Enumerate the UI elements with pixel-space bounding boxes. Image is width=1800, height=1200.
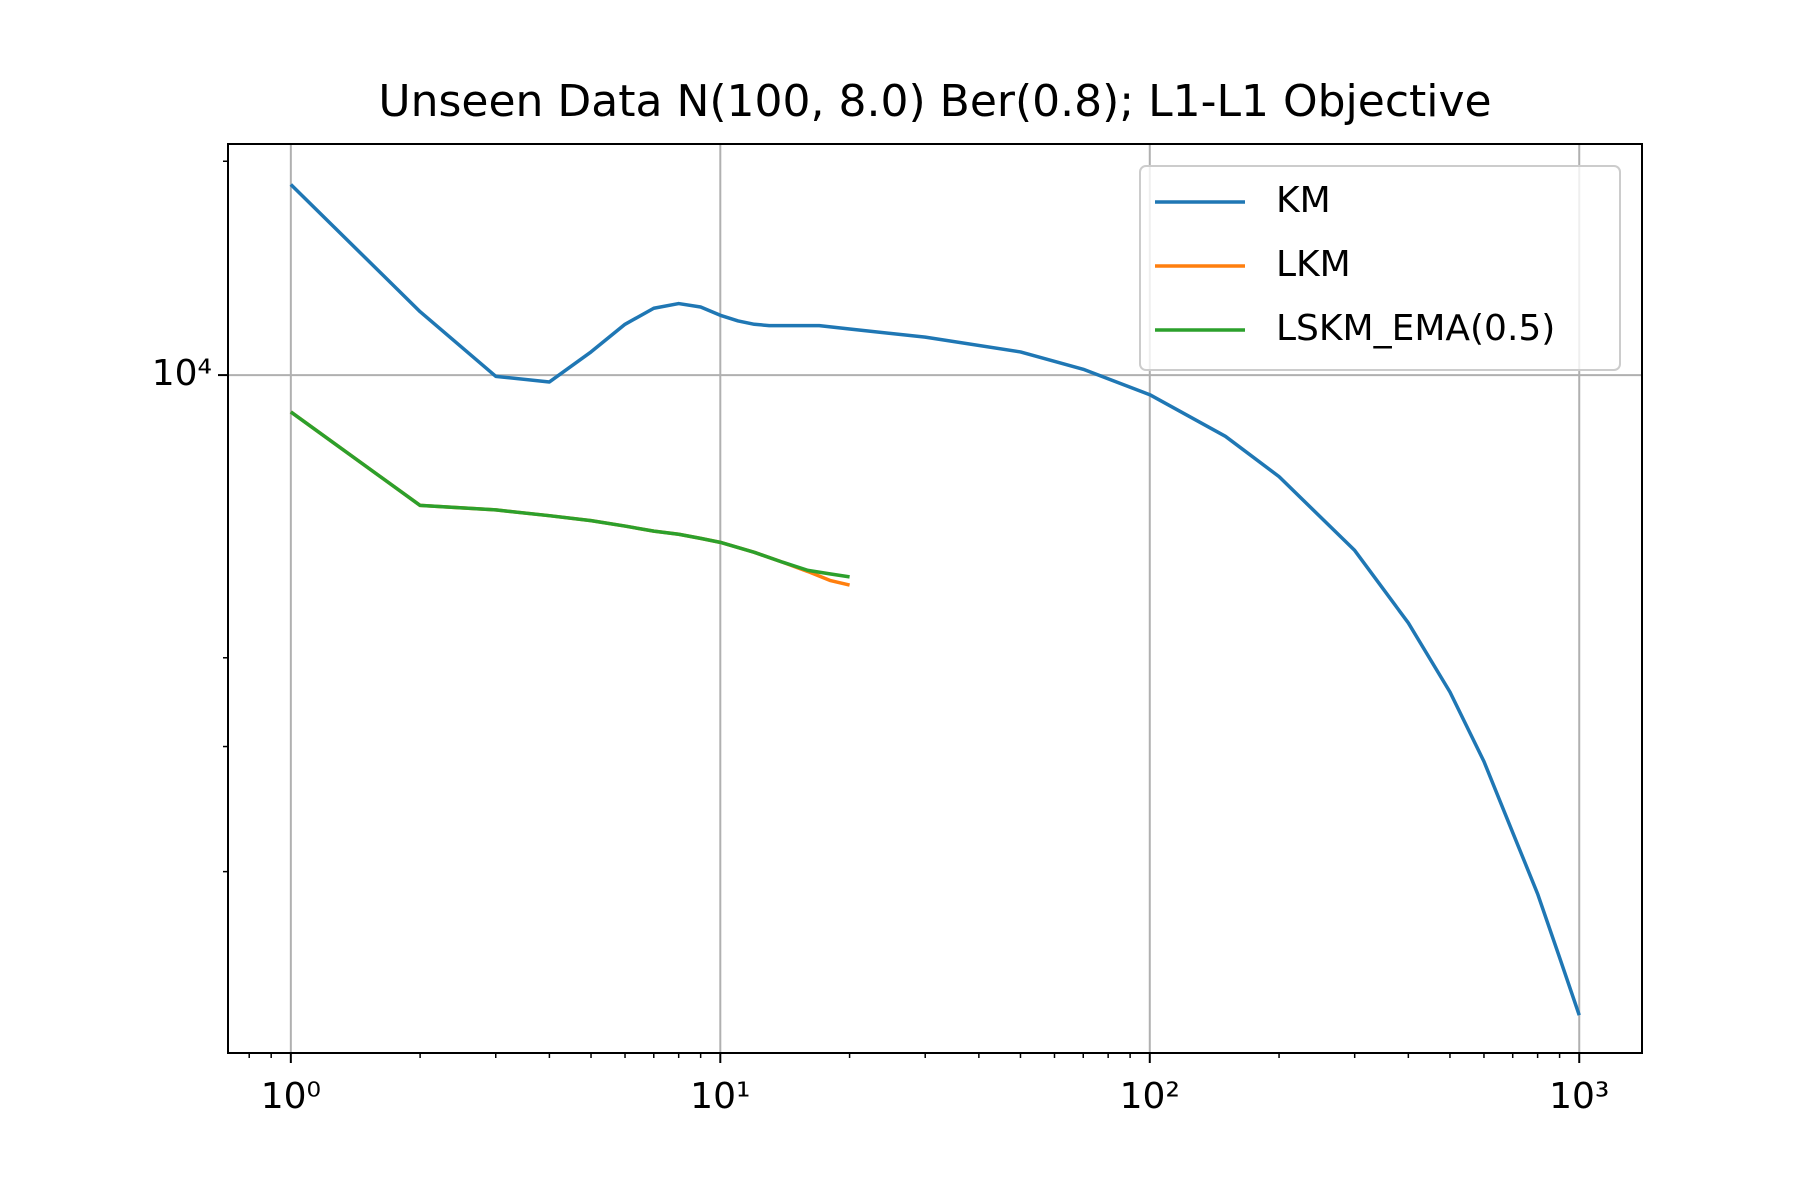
legend-box [1139, 165, 1621, 371]
series-line [289, 183, 1581, 1016]
x-tick-label: 10³ [1549, 1076, 1609, 1117]
legend-label: KM [1276, 180, 1331, 221]
x-tick-label: 10² [1120, 1076, 1180, 1117]
chart-title: Unseen Data N(100, 8.0) Ber(0.8); L1-L1 … [378, 76, 1491, 127]
y-tick-label: 10⁴ [152, 353, 212, 394]
x-tick-label: 10¹ [690, 1076, 750, 1117]
series-line [289, 410, 850, 579]
x-tick-label: 10⁰ [261, 1076, 321, 1117]
plot-frame [227, 143, 1643, 1054]
legend-label: LSKM_EMA(0.5) [1276, 308, 1555, 349]
legend-label: LKM [1276, 244, 1351, 285]
